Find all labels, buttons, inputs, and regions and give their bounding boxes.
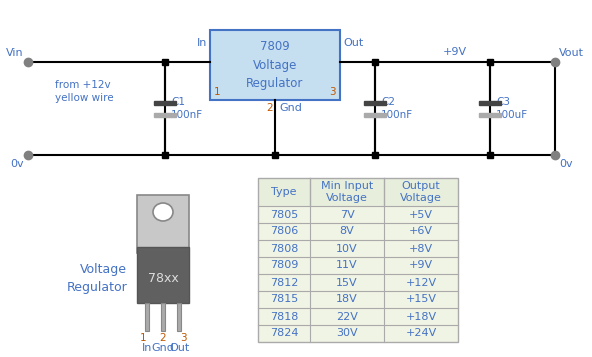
- Text: +18V: +18V: [406, 312, 436, 322]
- Text: 22V: 22V: [336, 312, 358, 322]
- Bar: [258, 274, 458, 291]
- Text: Output
Voltage: Output Voltage: [400, 181, 442, 203]
- Text: C3
100uF: C3 100uF: [496, 97, 528, 120]
- Text: 1: 1: [214, 87, 221, 97]
- Text: Gnd: Gnd: [279, 103, 302, 113]
- Text: 78xx: 78xx: [147, 272, 178, 285]
- Text: 7806: 7806: [270, 226, 298, 236]
- Text: Out: Out: [343, 38, 363, 48]
- Text: 7824: 7824: [270, 328, 298, 338]
- Text: 3: 3: [180, 333, 186, 343]
- Text: +9V: +9V: [443, 47, 467, 57]
- Text: +24V: +24V: [406, 328, 437, 338]
- Text: from +12v
yellow wire: from +12v yellow wire: [55, 80, 114, 103]
- Bar: [210, 30, 340, 100]
- Text: Gnd: Gnd: [152, 343, 175, 353]
- Text: 7808: 7808: [270, 243, 298, 253]
- Bar: [258, 240, 458, 257]
- Text: 7809
Voltage
Regulator: 7809 Voltage Regulator: [246, 40, 304, 91]
- Text: Voltage
Regulator: Voltage Regulator: [66, 262, 127, 293]
- Bar: [258, 178, 458, 342]
- Text: +5V: +5V: [409, 210, 433, 220]
- Text: 0v: 0v: [559, 159, 572, 169]
- Text: 8V: 8V: [340, 226, 355, 236]
- Text: 7809: 7809: [270, 261, 298, 271]
- Text: +15V: +15V: [406, 295, 436, 305]
- Bar: [154, 112, 176, 116]
- Text: 1: 1: [139, 333, 146, 343]
- Bar: [364, 112, 386, 116]
- Bar: [137, 195, 189, 253]
- Text: Out: Out: [169, 343, 189, 353]
- Bar: [258, 257, 458, 274]
- Text: 30V: 30V: [336, 328, 358, 338]
- Bar: [177, 303, 181, 331]
- Text: +9V: +9V: [409, 261, 433, 271]
- Text: +12V: +12V: [406, 277, 436, 287]
- Bar: [479, 112, 501, 116]
- Bar: [258, 223, 458, 240]
- Text: 2: 2: [266, 103, 273, 113]
- Text: 3: 3: [329, 87, 336, 97]
- Bar: [479, 101, 501, 105]
- Text: 10V: 10V: [336, 243, 358, 253]
- Text: 2: 2: [160, 333, 166, 343]
- Text: C2
100nF: C2 100nF: [381, 97, 413, 120]
- Text: Vout: Vout: [559, 48, 584, 58]
- Bar: [137, 247, 189, 303]
- Text: 7818: 7818: [270, 312, 298, 322]
- Text: In: In: [197, 38, 207, 48]
- Text: C1
100nF: C1 100nF: [171, 97, 203, 120]
- Text: Type: Type: [271, 187, 297, 197]
- Bar: [258, 206, 458, 223]
- Text: +6V: +6V: [409, 226, 433, 236]
- Text: 15V: 15V: [336, 277, 358, 287]
- Bar: [258, 325, 458, 342]
- Text: 7815: 7815: [270, 295, 298, 305]
- Text: 7V: 7V: [340, 210, 355, 220]
- Text: +8V: +8V: [409, 243, 433, 253]
- Bar: [258, 291, 458, 308]
- Bar: [161, 303, 165, 331]
- Bar: [258, 178, 458, 206]
- Text: 7812: 7812: [270, 277, 298, 287]
- Ellipse shape: [153, 203, 173, 221]
- Bar: [145, 303, 149, 331]
- Text: 0v: 0v: [11, 159, 24, 169]
- Text: 11V: 11V: [336, 261, 358, 271]
- Text: 7805: 7805: [270, 210, 298, 220]
- Bar: [258, 308, 458, 325]
- Text: In: In: [142, 343, 152, 353]
- Text: Min Input
Voltage: Min Input Voltage: [321, 181, 373, 203]
- Bar: [154, 101, 176, 105]
- Bar: [364, 101, 386, 105]
- Text: Vin: Vin: [7, 48, 24, 58]
- Text: 18V: 18V: [336, 295, 358, 305]
